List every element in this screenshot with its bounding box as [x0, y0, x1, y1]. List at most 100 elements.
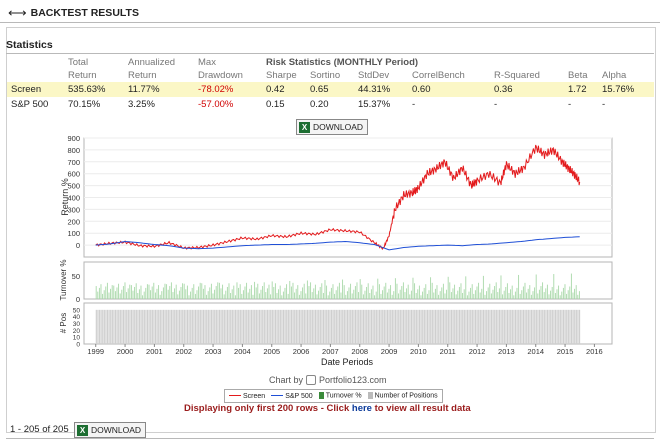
positions-bar — [220, 309, 222, 344]
row-limit-notice: Displaying only first 200 rows - Click h… — [184, 403, 471, 414]
turnover-bar — [553, 274, 555, 299]
positions-bar — [113, 309, 115, 344]
positions-bar — [458, 309, 461, 344]
positions-bar — [548, 309, 550, 344]
view-all-link[interactable]: here — [351, 403, 372, 414]
turnover-bar — [550, 290, 552, 299]
positions-bar — [498, 309, 501, 344]
turnover-bar — [366, 286, 368, 299]
positions-bar — [487, 309, 489, 344]
positions-bar — [322, 309, 325, 344]
positions-bar — [286, 309, 288, 344]
expand-arrows-icon[interactable]: ⟷ — [8, 5, 27, 20]
turnover-bar — [441, 287, 443, 299]
positions-bar — [361, 309, 363, 344]
cell-sharpe: 0.42 — [262, 82, 306, 97]
section-header[interactable]: ⟷ BACKTEST RESULTS — [8, 5, 139, 21]
positions-bar — [207, 309, 209, 344]
x-tick-label: 2016 — [586, 347, 603, 356]
turnover-bar — [486, 291, 488, 299]
turnover-bar — [466, 295, 468, 299]
turnover-bar — [524, 282, 526, 299]
positions-bar — [95, 309, 97, 344]
turnover-bar — [348, 287, 350, 299]
positions-bar — [140, 309, 142, 344]
positions-bar — [502, 309, 504, 344]
turnover-bar — [306, 280, 308, 299]
positions-bar — [518, 309, 520, 344]
turnover-bar — [185, 289, 187, 299]
positions-bar — [319, 309, 321, 344]
turnover-bar — [202, 288, 204, 299]
positions-bar — [430, 309, 432, 344]
turnover-bar — [167, 289, 169, 299]
turnover-bar — [500, 275, 502, 299]
positions-bar — [511, 309, 513, 344]
y-tick-label: 500 — [67, 182, 80, 191]
brand-name[interactable]: Portfolio123.com — [319, 375, 387, 385]
turnover-bar — [134, 286, 136, 299]
positions-bar — [562, 309, 565, 344]
turnover-bar — [342, 279, 344, 299]
turnover-bar — [172, 292, 174, 299]
turnover-bar — [314, 284, 316, 299]
legend-turnover: Turnover % — [318, 392, 362, 400]
positions-bar — [244, 309, 246, 344]
x-tick-label: 2012 — [469, 347, 486, 356]
positions-bar — [111, 309, 113, 344]
positions-bar — [505, 309, 507, 344]
positions-bar — [151, 309, 153, 344]
turnover-bar — [428, 290, 430, 299]
positions-bar — [185, 309, 187, 344]
positions-bar — [526, 309, 528, 344]
turnover-bar — [268, 284, 270, 299]
download-data-button[interactable]: X DOWNLOAD — [74, 422, 147, 438]
positions-bar — [108, 309, 110, 344]
cell-alpha: - — [602, 99, 606, 110]
turnover-bar — [281, 295, 283, 299]
turnover-bar — [329, 291, 331, 299]
positions-bar — [494, 309, 496, 344]
turnover-bar — [519, 293, 521, 299]
positions-bar — [546, 309, 549, 344]
col-sortino: Sortino — [310, 70, 341, 81]
turnover-bar — [367, 283, 369, 299]
positions-bar — [313, 309, 315, 344]
cell-total: 70.15% — [68, 99, 101, 110]
positions-bar — [510, 309, 512, 344]
positions-bar — [446, 309, 448, 344]
positions-bar — [102, 309, 104, 344]
positions-bar — [175, 309, 177, 344]
positions-bar — [321, 309, 323, 344]
positions-bar — [492, 309, 494, 344]
positions-bar — [303, 309, 305, 344]
positions-bar — [329, 309, 331, 344]
turnover-bar — [298, 294, 300, 299]
positions-bar — [97, 309, 99, 344]
positions-bar — [545, 309, 547, 344]
turnover-bar — [238, 287, 240, 299]
positions-bar — [162, 309, 165, 344]
positions-bar — [342, 309, 344, 344]
turnover-bar — [260, 289, 262, 299]
turnover-bar — [218, 282, 220, 299]
positions-bar — [578, 309, 581, 344]
row-count: 1 - 205 of 205 — [10, 424, 69, 435]
legend-sp500: S&P 500 — [271, 393, 313, 400]
download-chart-button[interactable]: X DOWNLOAD — [296, 119, 369, 135]
turnover-bar — [559, 295, 561, 299]
positions-bar — [150, 309, 152, 344]
positions-bar — [441, 309, 443, 344]
positions-bar — [377, 309, 379, 344]
turnover-bar — [217, 282, 219, 299]
positions-bar — [409, 309, 411, 344]
turnover-bar — [463, 289, 465, 299]
positions-bar — [412, 309, 414, 344]
positions-bar — [471, 309, 473, 344]
positions-bar — [396, 309, 398, 344]
positions-bar — [452, 309, 454, 344]
positions-bar — [182, 309, 184, 344]
positions-bar — [214, 309, 216, 344]
positions-bar — [434, 309, 437, 344]
x-axis-label: Date Periods — [321, 357, 374, 367]
